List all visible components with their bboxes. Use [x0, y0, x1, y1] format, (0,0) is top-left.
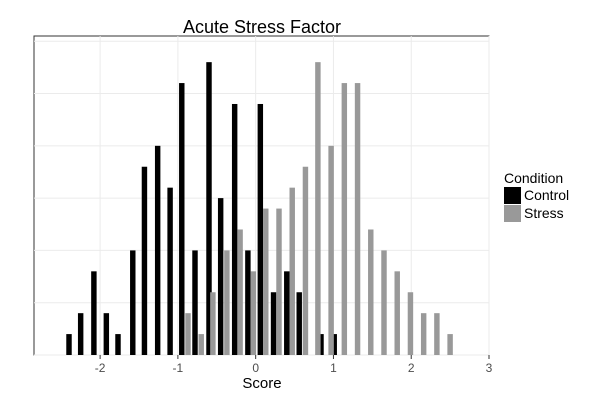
bar-stress	[407, 292, 414, 355]
bar-stress	[368, 229, 374, 355]
bar-control	[167, 187, 173, 355]
bar-control	[66, 334, 72, 355]
x-tick-label: -2	[95, 361, 106, 375]
legend-label-control: Control	[524, 187, 569, 203]
bar-control	[217, 198, 224, 355]
bar-control	[206, 62, 212, 355]
bar-control	[103, 313, 110, 355]
bar-stress	[302, 166, 309, 355]
x-axis-label: Score	[242, 375, 281, 392]
x-axis-ticks: -2 -1 0 1 2 3	[95, 355, 493, 375]
bar-stress	[276, 208, 282, 355]
bar-stress	[354, 83, 361, 355]
bar-stress	[250, 271, 257, 355]
bar-stress	[210, 292, 216, 355]
bar-control	[231, 103, 238, 355]
bars	[66, 62, 453, 355]
bar-control	[318, 334, 324, 355]
bar-control	[331, 334, 337, 355]
bar-stress	[381, 250, 387, 355]
bar-control	[115, 334, 121, 355]
bar-control	[91, 271, 97, 355]
bar-stress	[447, 334, 453, 355]
bar-stress	[341, 83, 348, 355]
legend: Condition Control Stress	[504, 170, 569, 222]
x-tick-label: 1	[330, 361, 337, 375]
bar-control	[179, 83, 185, 355]
bar-stress	[198, 334, 204, 355]
bar-stress	[328, 145, 334, 355]
bar-control	[77, 313, 84, 355]
x-tick-label: -1	[173, 361, 184, 375]
bar-stress	[237, 229, 243, 355]
bar-stress	[434, 313, 440, 355]
bar-control	[141, 166, 148, 355]
bar-control	[192, 250, 198, 355]
legend-title: Condition	[504, 170, 563, 186]
legend-entries: Control Stress	[504, 187, 569, 222]
bar-stress	[394, 271, 400, 355]
x-tick-label: 3	[486, 361, 493, 375]
bar-stress	[185, 313, 191, 355]
bar-stress	[224, 250, 230, 355]
legend-label-stress: Stress	[524, 205, 564, 221]
chart-title: Acute Stress Factor	[183, 17, 341, 37]
bar-stress	[289, 187, 295, 355]
legend-swatch-stress	[504, 205, 521, 222]
bar-control	[296, 292, 302, 355]
legend-swatch-control	[504, 187, 521, 204]
bar-control	[130, 250, 136, 355]
bar-stress	[420, 313, 427, 355]
bar-control	[284, 271, 290, 355]
bar-stress	[315, 62, 321, 355]
bar-control	[270, 292, 277, 355]
bar-control	[245, 250, 251, 355]
bar-stress	[263, 208, 269, 355]
bar-control	[154, 145, 161, 355]
x-tick-label: 2	[408, 361, 415, 375]
x-tick-label: 0	[252, 361, 259, 375]
bar-control	[257, 103, 264, 355]
